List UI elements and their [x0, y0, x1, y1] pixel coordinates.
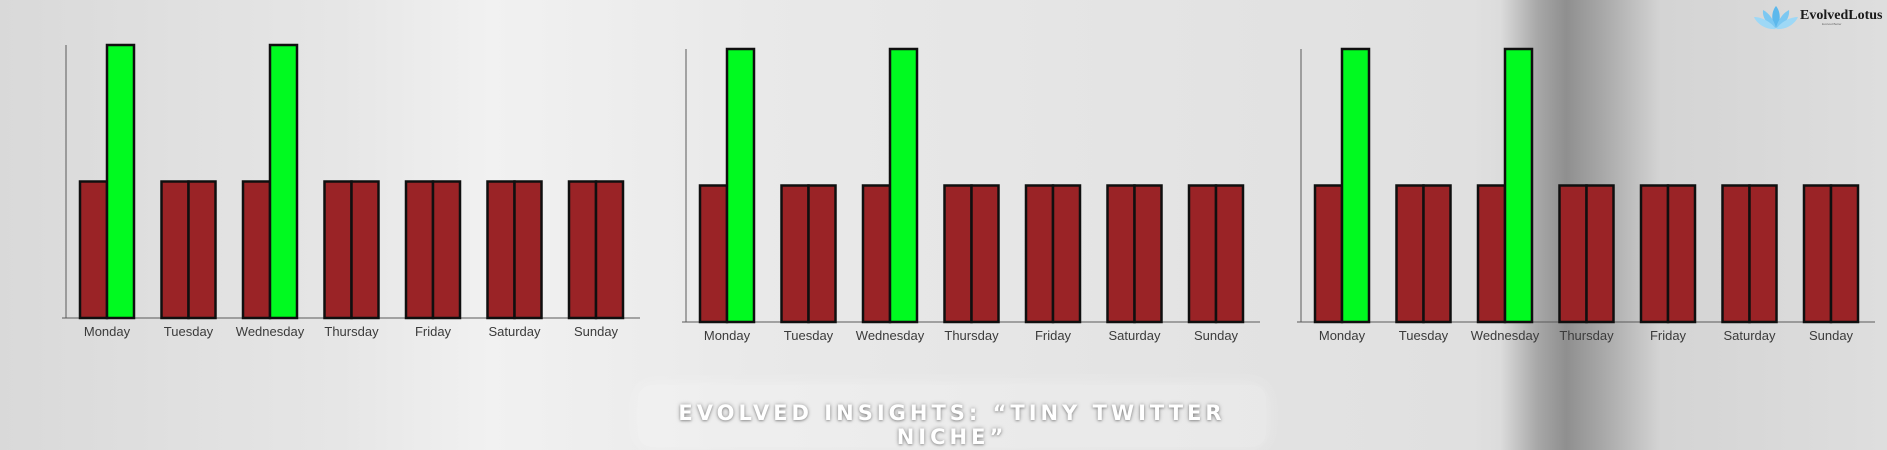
tick-label-friday: Friday	[415, 324, 452, 339]
logo-text: EvolvedLotus	[1800, 8, 1883, 23]
bar-thursday-left	[1558, 184, 1588, 324]
bar-saturday-left	[486, 180, 516, 320]
bar-tuesday-right	[1422, 184, 1452, 324]
tick-label-saturday: Saturday	[1723, 328, 1776, 343]
bar-sunday-right	[1829, 184, 1860, 324]
bar-thursday-left	[943, 184, 973, 324]
tick-label-monday: Monday	[704, 328, 751, 343]
bar-monday-right	[1340, 47, 1371, 324]
bar-friday-left	[404, 180, 435, 320]
tick-label-saturday: Saturday	[1108, 328, 1161, 343]
tick-label-sunday: Sunday	[1809, 328, 1854, 343]
tick-label-tuesday: Tuesday	[164, 324, 214, 339]
tick-label-tuesday: Tuesday	[784, 328, 834, 343]
bar-wednesday-right	[888, 47, 919, 324]
bar-sunday-left	[1802, 184, 1833, 324]
bar-sunday-left	[567, 180, 598, 320]
bar-friday-left	[1024, 184, 1055, 324]
bar-monday-right	[105, 43, 136, 320]
bar-tuesday-right	[187, 180, 217, 320]
lotus-icon	[1754, 6, 1798, 30]
banner-title: Evolved Insights: “Tiny Twitter Niche”	[678, 401, 1226, 449]
tick-label-saturday: Saturday	[488, 324, 541, 339]
tick-label-wednesday: Wednesday	[856, 328, 925, 343]
tick-label-tuesday: Tuesday	[1399, 328, 1449, 343]
bar-wednesday-left	[241, 180, 272, 320]
bar-sunday-right	[1214, 184, 1245, 324]
bar-thursday-right	[350, 180, 380, 320]
bar-sunday-right	[594, 180, 625, 320]
bar-friday-right	[1666, 184, 1697, 324]
bar-thursday-right	[970, 184, 1000, 324]
tick-label-friday: Friday	[1650, 328, 1687, 343]
bar-friday-left	[1639, 184, 1670, 324]
bar-saturday-right	[513, 180, 543, 320]
tick-label-thursday: Thursday	[1559, 328, 1614, 343]
bar-saturday-left	[1721, 184, 1751, 324]
bar-friday-right	[431, 180, 462, 320]
bar-wednesday-left	[1476, 184, 1507, 324]
title-banner: Evolved Insights: “Tiny Twitter Niche”	[638, 385, 1266, 449]
bar-monday-left	[1313, 184, 1344, 324]
bar-tuesday-left	[160, 180, 190, 320]
bar-friday-right	[1051, 184, 1082, 324]
bar-saturday-left	[1106, 184, 1136, 324]
tick-label-monday: Monday	[1319, 328, 1366, 343]
bar-tuesday-left	[780, 184, 810, 324]
bar-thursday-left	[323, 180, 353, 320]
bar-monday-left	[78, 180, 109, 320]
bar-wednesday-left	[861, 184, 892, 324]
bar-tuesday-right	[807, 184, 837, 324]
tick-label-thursday: Thursday	[324, 324, 379, 339]
bar-tuesday-left	[1395, 184, 1425, 324]
bar-monday-right	[725, 47, 756, 324]
chart-panel-3: Monday Tuesday Wednesday Thursday Friday Satu…	[1297, 47, 1875, 343]
tick-label-monday: Monday	[84, 324, 131, 339]
tick-label-sunday: Sunday	[1194, 328, 1239, 343]
bar-wednesday-right	[268, 43, 299, 320]
tick-label-friday: Friday	[1035, 328, 1072, 343]
bar-saturday-right	[1748, 184, 1778, 324]
bar-wednesday-right	[1503, 47, 1534, 324]
bar-sunday-left	[1187, 184, 1218, 324]
brand-logo[interactable]: EvolvedLotus Evolved Better	[1752, 2, 1882, 34]
tick-label-wednesday: Wednesday	[236, 324, 305, 339]
tick-label-thursday: Thursday	[944, 328, 999, 343]
bar-thursday-right	[1585, 184, 1615, 324]
tick-label-sunday: Sunday	[574, 324, 619, 339]
chart-panel-2: Monday Tuesday Wednesday Thursday Friday Satu…	[682, 47, 1260, 343]
bar-monday-left	[698, 184, 729, 324]
bar-saturday-right	[1133, 184, 1163, 324]
chart-panel-1: Monday Tuesday Wednesday Thursday Friday Satu…	[62, 43, 640, 339]
logo-tagline: Evolved Better	[1822, 22, 1842, 26]
tick-label-wednesday: Wednesday	[1471, 328, 1540, 343]
